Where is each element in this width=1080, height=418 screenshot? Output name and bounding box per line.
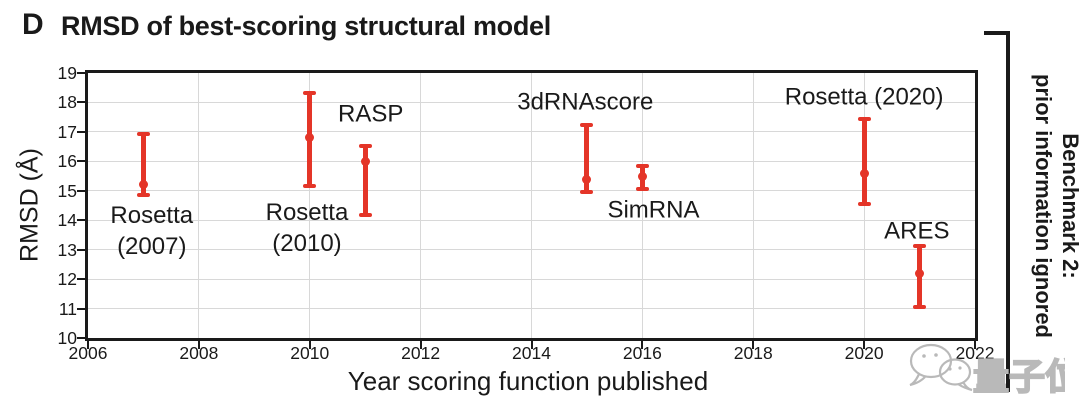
error-bar-top-cap [303,90,317,95]
error-bar [584,123,590,194]
x-tick-label: 2022 [955,343,995,363]
data-point-dot [859,168,869,178]
benchmark-note: Benchmark 2: prior information ignored [1030,46,1080,366]
y-tick-label: 15 [57,180,77,201]
point-label-line: Rosetta (2020) [784,83,944,111]
y-tick-label: 17 [57,121,77,142]
error-bar-bottom-cap [136,192,150,197]
error-bar-top-cap [358,143,372,148]
v-gridline [198,73,200,338]
wechat-bubbles-icon [909,343,973,392]
error-bar-bottom-cap [913,304,927,309]
error-bar [140,131,146,197]
x-tick-mark [974,341,976,349]
error-bar [861,117,867,206]
error-bar-top-cap [136,131,150,136]
watermark: 量子位 [909,343,1065,398]
point-label-line: SimRNA [607,196,700,224]
y-tick-mark [77,189,85,192]
v-gridline [309,73,311,338]
y-tick-mark [77,72,85,74]
y-tick-mark [77,101,85,104]
point-label: Rosetta (2020) [785,81,944,112]
y-tick-label: 16 [57,151,77,172]
x-tick-label: 2012 [401,343,441,363]
plot-area: Rosetta (2007) Rosetta (2010) RASP 3dRNAscore… [88,73,975,338]
y-tick-label: 18 [57,92,77,113]
benchmark-bracket [984,31,1010,392]
benchmark-note-line2: prior information ignored [1031,74,1056,338]
point-label: ARES [884,215,949,246]
x-tick-label: 2006 [68,343,108,363]
error-bar-bottom-cap [303,183,317,188]
x-tick-label: 2010 [290,343,330,363]
y-tick-mark [77,248,85,251]
point-label: RASP [338,99,403,130]
point-label-line: Rosetta [265,198,349,226]
chart-title: RMSD of best-scoring structural model [61,11,551,41]
point-label-line: ARES [884,217,950,245]
x-tick-mark [419,341,422,349]
v-gridline [420,73,422,338]
watermark-brand-text: 量子位 [973,356,1065,397]
y-tick-mark [77,278,85,281]
y-tick-mark [77,219,85,222]
x-tick-mark [752,341,755,349]
y-tick-label: 19 [57,63,77,83]
y-tick-mark [77,307,85,310]
data-point-dot [582,174,592,184]
x-tick-mark [641,341,644,349]
data-point-dot [637,171,647,181]
v-gridline [531,73,532,338]
x-tick-label: 2008 [179,343,219,363]
error-bar [362,143,368,218]
point-label: Rosetta (2007) [110,200,193,262]
y-tick-label: 11 [58,298,77,319]
data-point-dot [360,156,370,166]
y-tick-label: 14 [57,210,77,231]
x-tick-label: 2016 [622,343,662,363]
error-bar-top-cap [580,123,594,128]
y-tick-label: 10 [57,328,77,348]
x-tick-label: 2020 [844,343,884,363]
x-tick-mark [863,341,866,349]
point-label-line: Rosetta [110,201,194,229]
v-gridline [641,73,643,338]
error-bar-top-cap [857,117,871,122]
error-bar-bottom-cap [358,213,372,218]
point-label-line: (2007) [117,232,187,260]
x-tick-mark [530,341,533,349]
data-point-dot [138,180,148,190]
data-point-dot [305,133,315,143]
error-bar-top-cap [635,164,649,169]
point-label-line: 3dRNAscore [517,88,654,116]
point-label-line: RASP [338,100,404,128]
y-tick-mark [77,160,85,163]
y-tick-label: 12 [57,269,77,290]
point-label: Rosetta (2010) [266,197,349,259]
y-tick-mark [77,130,85,133]
x-tick-mark [197,341,200,349]
error-bar-top-cap [913,243,927,248]
point-label: 3dRNAscore [517,87,653,118]
y-tick-mark [77,337,85,339]
x-tick-mark [308,341,311,349]
error-bar-bottom-cap [857,201,871,206]
data-point-dot [915,268,925,278]
point-label-line: (2010) [272,229,342,257]
panel-letter: D [22,8,44,41]
y-tick-label: 13 [57,239,77,260]
x-tick-label: 2014 [512,343,551,363]
v-gridline [863,73,865,338]
error-bar-bottom-cap [580,189,594,194]
x-tick-label: 2018 [733,343,773,363]
v-gridline [752,73,754,338]
benchmark-note-line1: Benchmark 2: [1058,133,1080,279]
x-axis-title: Year scoring function published [347,366,709,396]
point-label: SimRNA [607,194,699,225]
x-tick-mark [87,341,89,349]
error-bar-bottom-cap [635,186,649,191]
